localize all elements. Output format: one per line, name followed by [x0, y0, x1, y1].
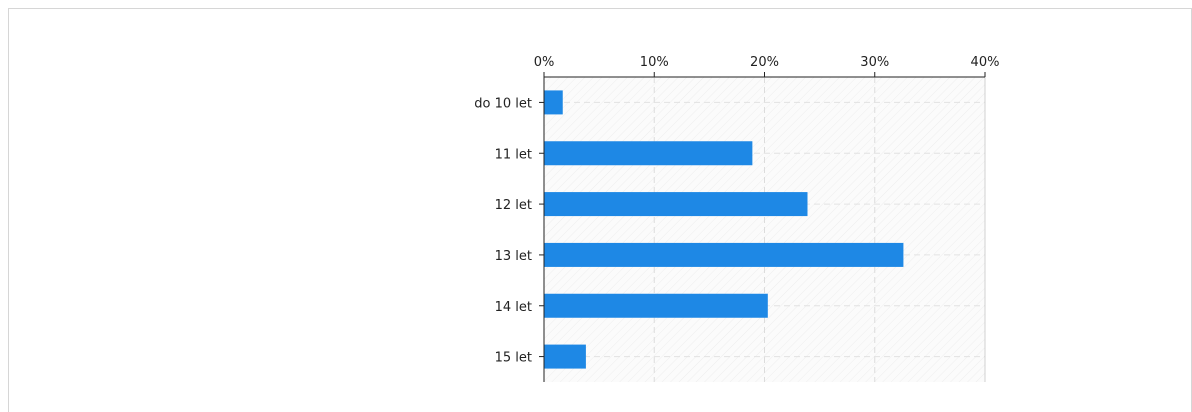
bar — [544, 141, 753, 166]
y-tick-label: 11 let — [495, 147, 532, 162]
y-tick-label: 12 let — [495, 198, 532, 213]
bar — [544, 293, 768, 318]
y-tick-label: 13 let — [495, 249, 532, 264]
x-tick-label: 0% — [534, 55, 555, 70]
bar — [544, 192, 808, 217]
bar — [544, 344, 586, 369]
bar — [544, 90, 563, 115]
bar — [544, 242, 904, 267]
x-tick-label: 10% — [640, 55, 669, 70]
x-tick-label: 40% — [971, 55, 1000, 70]
y-tick-label: 15 let — [495, 351, 532, 366]
x-tick-label: 20% — [750, 55, 779, 70]
y-tick-label: 14 let — [495, 300, 532, 315]
y-tick-label: do 10 let — [474, 96, 532, 111]
x-tick-label: 30% — [860, 55, 889, 70]
